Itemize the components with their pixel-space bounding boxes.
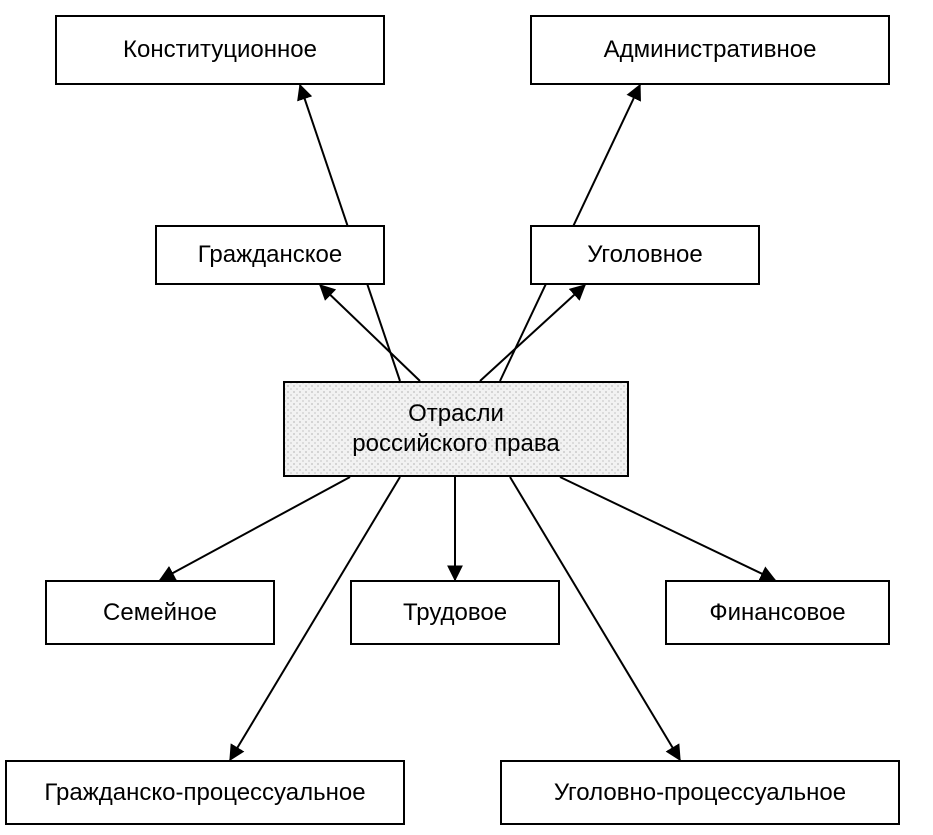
administrative-label: Административное xyxy=(604,35,817,65)
civil-label: Гражданское xyxy=(198,240,342,270)
criminal-procedural-node: Уголовно-процессуальное xyxy=(500,760,900,825)
civil-node: Гражданское xyxy=(155,225,385,285)
center-node: Отрасли российского права xyxy=(283,381,629,477)
financial-label: Финансовое xyxy=(709,598,845,628)
criminal-node: Уголовное xyxy=(530,225,760,285)
diagram-canvas: Отрасли российского права Конституционно… xyxy=(0,0,933,835)
financial-node: Финансовое xyxy=(665,580,890,645)
criminal-procedural-label: Уголовно-процессуальное xyxy=(554,778,846,808)
constitutional-label: Конституционное xyxy=(123,35,317,65)
center-node-line2: российского права xyxy=(352,430,559,457)
constitutional-node: Конституционное xyxy=(55,15,385,85)
civil-procedural-label: Гражданско-процессуальное xyxy=(44,778,365,808)
center-node-line1: Отрасли xyxy=(408,400,504,427)
family-node: Семейное xyxy=(45,580,275,645)
civil-procedural-node: Гражданско-процессуальное xyxy=(5,760,405,825)
center-node-text: Отрасли российского права xyxy=(352,399,559,459)
labor-label: Трудовое xyxy=(403,598,507,628)
administrative-node: Административное xyxy=(530,15,890,85)
family-label: Семейное xyxy=(103,598,217,628)
criminal-label: Уголовное xyxy=(587,240,703,270)
labor-node: Трудовое xyxy=(350,580,560,645)
